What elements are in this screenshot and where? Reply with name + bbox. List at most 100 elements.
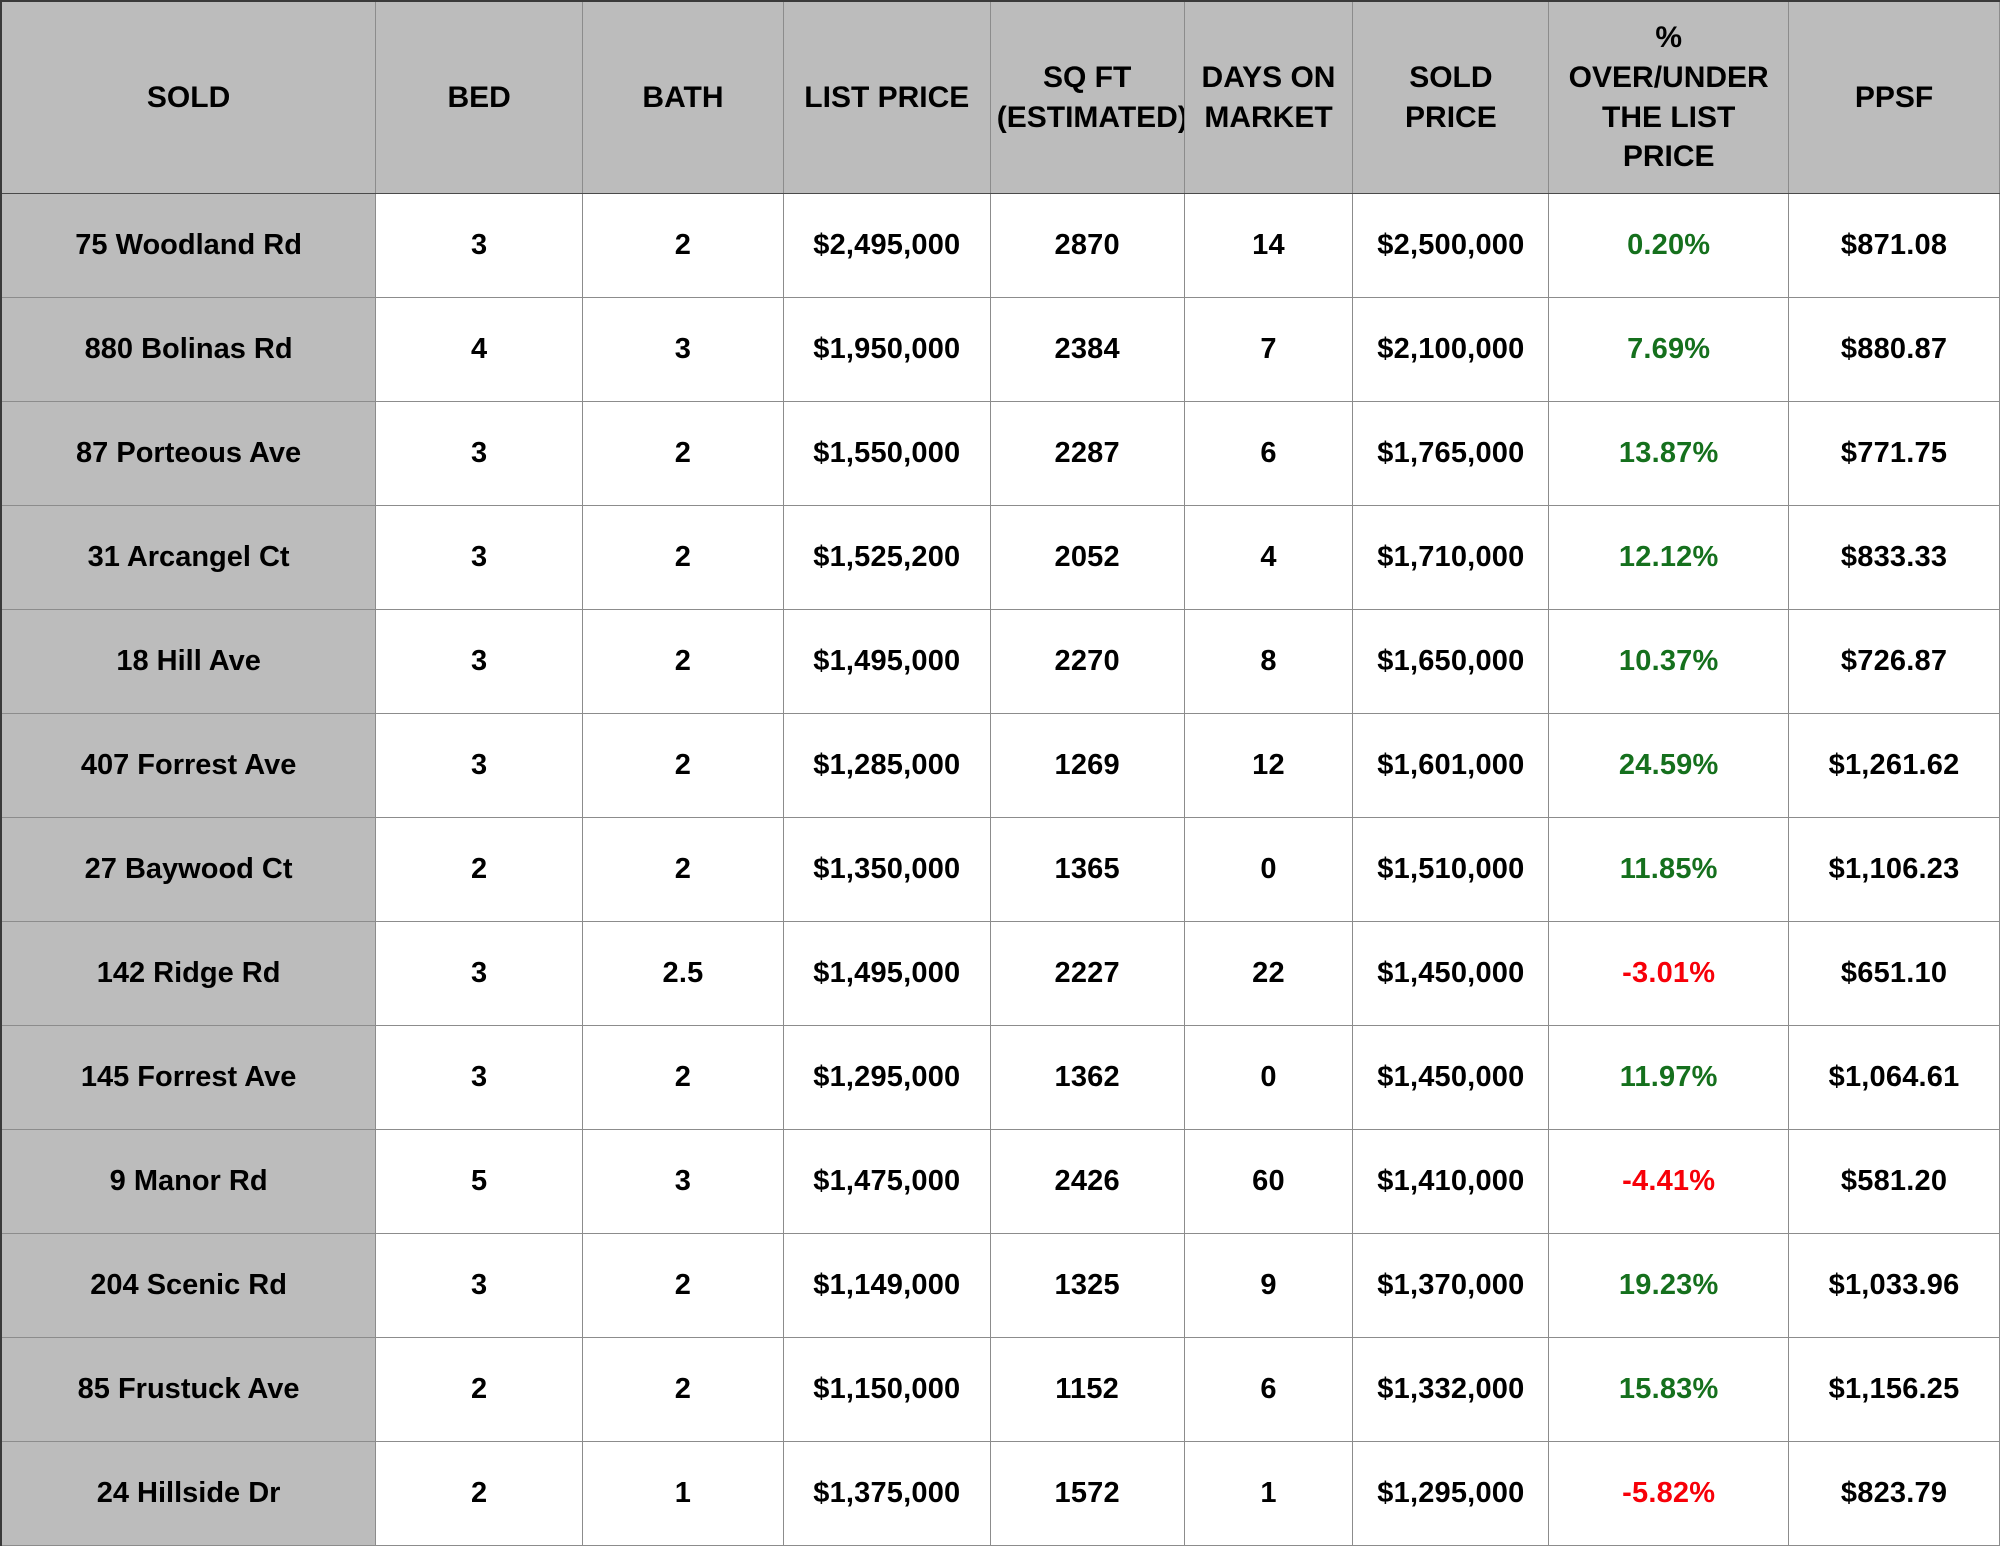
cell-bath: 2	[582, 713, 784, 818]
cell-bed: 3	[375, 193, 584, 298]
table-row: 75 Woodland Rd 3 2 $2,495,000 2870 14 $2,500,0…	[0, 193, 2000, 298]
cell-sold_price: $1,601,000	[1352, 713, 1550, 818]
cell-ppsf: $880.87	[1788, 297, 2000, 402]
cell-dom: 6	[1183, 401, 1354, 506]
cell-sqft: 2870	[989, 193, 1185, 298]
cell-sqft: 2384	[989, 297, 1185, 402]
cell-sold_price: $1,370,000	[1352, 1233, 1550, 1338]
cell-list_price: $1,285,000	[782, 713, 991, 818]
cell-list_price: $1,475,000	[782, 1129, 991, 1234]
cell-pct: 11.97%	[1548, 1025, 1790, 1130]
cell-list_price: $1,350,000	[782, 817, 991, 922]
cell-bed: 2	[375, 817, 584, 922]
cell-bath: 2	[582, 817, 784, 922]
cell-bath: 2.5	[582, 921, 784, 1026]
cell-list_price: $1,495,000	[782, 921, 991, 1026]
cell-list_price: $1,495,000	[782, 609, 991, 714]
cell-bath: 3	[582, 1129, 784, 1234]
cell-sqft: 2287	[989, 401, 1185, 506]
column-header-bed: BED	[375, 0, 584, 194]
table-header: SOLD BED BATH LIST PRICE SQ FT (ESTIMATE…	[0, 0, 2000, 194]
cell-bed: 5	[375, 1129, 584, 1234]
cell-sold_price: $1,450,000	[1352, 921, 1550, 1026]
cell-address: 31 Arcangel Ct	[0, 505, 377, 610]
cell-pct: -3.01%	[1548, 921, 1790, 1026]
cell-ppsf: $833.33	[1788, 505, 2000, 610]
cell-address: 27 Baywood Ct	[0, 817, 377, 922]
cell-dom: 6	[1183, 1337, 1354, 1442]
cell-bath: 1	[582, 1441, 784, 1546]
column-header-list-price: LIST PRICE	[782, 0, 991, 194]
cell-ppsf: $726.87	[1788, 609, 2000, 714]
cell-bath: 2	[582, 1233, 784, 1338]
column-header-sqft: SQ FT (ESTIMATED)	[989, 0, 1185, 194]
cell-sold_price: $1,710,000	[1352, 505, 1550, 610]
cell-bed: 3	[375, 1233, 584, 1338]
column-header-days-on-market: DAYS ON MARKET	[1183, 0, 1354, 194]
cell-pct: 11.85%	[1548, 817, 1790, 922]
table-row: 880 Bolinas Rd 4 3 $1,950,000 2384 7 $2,100,00…	[0, 297, 2000, 402]
cell-ppsf: $581.20	[1788, 1129, 2000, 1234]
table-row: 87 Porteous Ave 3 2 $1,550,000 2287 6 $1,765,0…	[0, 401, 2000, 506]
cell-dom: 0	[1183, 817, 1354, 922]
table-row: 18 Hill Ave 3 2 $1,495,000 2270 8 $1,650,000 10…	[0, 609, 2000, 714]
cell-bath: 2	[582, 1337, 784, 1442]
column-header-pct-over-under: % OVER/UNDER THE LIST PRICE	[1548, 0, 1790, 194]
cell-sqft: 1365	[989, 817, 1185, 922]
cell-sqft: 1152	[989, 1337, 1185, 1442]
table-row: 9 Manor Rd 5 3 $1,475,000 2426 60 $1,410,000 -4…	[0, 1129, 2000, 1234]
cell-sold_price: $2,500,000	[1352, 193, 1550, 298]
cell-sold_price: $2,100,000	[1352, 297, 1550, 402]
cell-bed: 3	[375, 401, 584, 506]
cell-bath: 2	[582, 1025, 784, 1130]
cell-bed: 2	[375, 1441, 584, 1546]
cell-address: 24 Hillside Dr	[0, 1441, 377, 1546]
cell-ppsf: $771.75	[1788, 401, 2000, 506]
table-row: 85 Frustuck Ave 2 2 $1,150,000 1152 6 $1,332,0…	[0, 1337, 2000, 1442]
cell-sqft: 2052	[989, 505, 1185, 610]
cell-pct: -5.82%	[1548, 1441, 1790, 1546]
cell-ppsf: $1,106.23	[1788, 817, 2000, 922]
cell-sqft: 2426	[989, 1129, 1185, 1234]
table-row: 142 Ridge Rd 3 2.5 $1,495,000 2227 22 $1,450,0…	[0, 921, 2000, 1026]
cell-dom: 60	[1183, 1129, 1354, 1234]
cell-bed: 2	[375, 1337, 584, 1442]
cell-bath: 3	[582, 297, 784, 402]
cell-bath: 2	[582, 609, 784, 714]
cell-bed: 4	[375, 297, 584, 402]
table-row: 27 Baywood Ct 2 2 $1,350,000 1365 0 $1,510,000…	[0, 817, 2000, 922]
cell-address: 18 Hill Ave	[0, 609, 377, 714]
cell-bed: 3	[375, 505, 584, 610]
cell-address: 142 Ridge Rd	[0, 921, 377, 1026]
cell-list_price: $1,295,000	[782, 1025, 991, 1130]
cell-ppsf: $823.79	[1788, 1441, 2000, 1546]
cell-sqft: 1362	[989, 1025, 1185, 1130]
cell-ppsf: $871.08	[1788, 193, 2000, 298]
cell-sqft: 1269	[989, 713, 1185, 818]
cell-sold_price: $1,510,000	[1352, 817, 1550, 922]
cell-pct: -4.41%	[1548, 1129, 1790, 1234]
cell-pct: 7.69%	[1548, 297, 1790, 402]
column-header-ppsf: PPSF	[1788, 0, 2000, 194]
header-row: SOLD BED BATH LIST PRICE SQ FT (ESTIMATE…	[0, 0, 2000, 194]
cell-sqft: 1325	[989, 1233, 1185, 1338]
cell-sold_price: $1,410,000	[1352, 1129, 1550, 1234]
table-row: 204 Scenic Rd 3 2 $1,149,000 1325 9 $1,370,000…	[0, 1233, 2000, 1338]
cell-dom: 4	[1183, 505, 1354, 610]
cell-sold_price: $1,765,000	[1352, 401, 1550, 506]
cell-bed: 3	[375, 1025, 584, 1130]
cell-pct: 0.20%	[1548, 193, 1790, 298]
column-header-sold: SOLD	[0, 0, 377, 194]
cell-sqft: 1572	[989, 1441, 1185, 1546]
cell-list_price: $1,550,000	[782, 401, 991, 506]
cell-pct: 13.87%	[1548, 401, 1790, 506]
cell-pct: 19.23%	[1548, 1233, 1790, 1338]
cell-pct: 15.83%	[1548, 1337, 1790, 1442]
table-row: 145 Forrest Ave 3 2 $1,295,000 1362 0 $1,450,0…	[0, 1025, 2000, 1130]
cell-dom: 8	[1183, 609, 1354, 714]
cell-address: 9 Manor Rd	[0, 1129, 377, 1234]
cell-dom: 7	[1183, 297, 1354, 402]
cell-ppsf: $1,156.25	[1788, 1337, 2000, 1442]
cell-dom: 0	[1183, 1025, 1354, 1130]
